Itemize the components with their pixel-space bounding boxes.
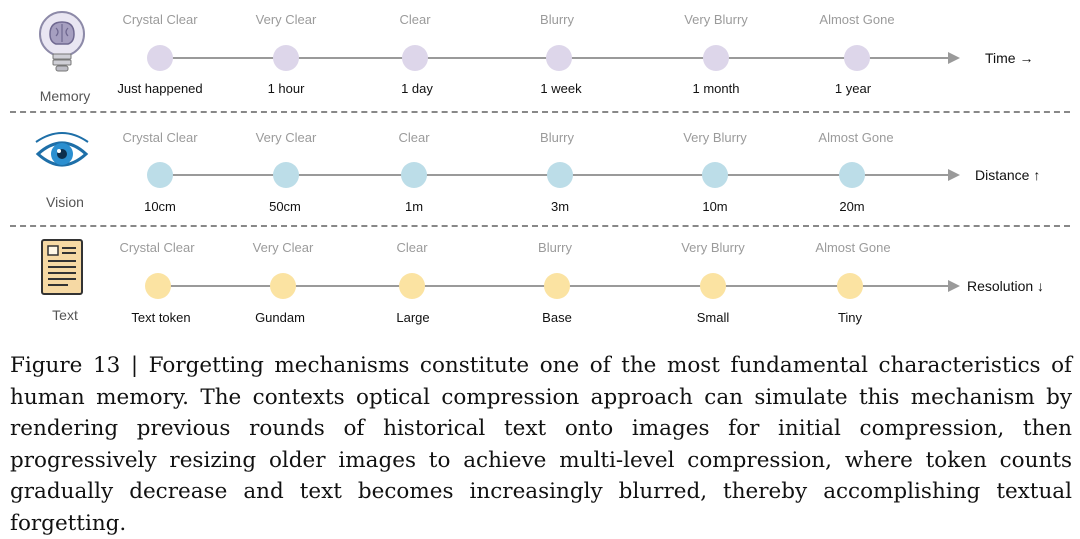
forgetting-figure: Memory Crystal Clear Very Clear Clear Bl… bbox=[0, 0, 1080, 338]
row-separator bbox=[10, 111, 1070, 113]
vision-dot bbox=[702, 162, 728, 188]
text-dot bbox=[270, 273, 296, 299]
vision-dot bbox=[839, 162, 865, 188]
stage-label: Blurry bbox=[540, 12, 574, 27]
memory-dot bbox=[273, 45, 299, 71]
stage-label: Crystal Clear bbox=[122, 12, 198, 27]
distance-axis-label: Distance ↑ bbox=[975, 167, 1041, 183]
memory-dot bbox=[703, 45, 729, 71]
stage-label: Almost Gone bbox=[819, 12, 895, 27]
stage-label: Almost Gone bbox=[818, 130, 894, 145]
text-dot bbox=[700, 273, 726, 299]
memory-dot bbox=[402, 45, 428, 71]
document-icon bbox=[40, 238, 84, 302]
text-tick: Base bbox=[542, 310, 572, 325]
memory-tick: 1 week bbox=[540, 81, 582, 96]
memory-tick: 1 day bbox=[401, 81, 433, 96]
stage-label: Clear bbox=[396, 240, 428, 255]
text-tick: Tiny bbox=[837, 310, 863, 325]
stage-label: Blurry bbox=[538, 240, 572, 255]
memory-tick: 1 month bbox=[692, 81, 740, 96]
stage-label: Very Blurry bbox=[684, 12, 748, 27]
vision-tick: 50cm bbox=[269, 199, 301, 214]
resolution-axis-label: Resolution ↓ bbox=[967, 278, 1045, 294]
stage-label: Clear bbox=[399, 12, 431, 27]
memory-tick: 1 hour bbox=[267, 81, 305, 96]
vision-tick: 10cm bbox=[144, 199, 176, 214]
vision-dot bbox=[547, 162, 573, 188]
vision-tick: 3m bbox=[550, 199, 570, 214]
stage-label: Very Blurry bbox=[683, 130, 747, 145]
vision-dot bbox=[401, 162, 427, 188]
vision-dot bbox=[147, 162, 173, 188]
vision-row: Vision Crystal Clear Very Clear Clear Bl… bbox=[0, 118, 1080, 228]
time-axis-arrow bbox=[948, 52, 960, 64]
text-dot bbox=[837, 273, 863, 299]
stage-label: Crystal Clear bbox=[119, 240, 195, 255]
memory-tick: 1 year bbox=[834, 81, 872, 96]
text-dot bbox=[399, 273, 425, 299]
text-tick: Large bbox=[396, 310, 430, 325]
text-dot bbox=[145, 273, 171, 299]
memory-tick: Just happened bbox=[117, 81, 203, 96]
brain-lightbulb-icon bbox=[34, 8, 90, 72]
figure-caption: Figure 13 | Forgetting mechanisms consti… bbox=[10, 353, 1072, 536]
text-dot bbox=[544, 273, 570, 299]
vision-tick: 20m bbox=[839, 199, 865, 214]
memory-row: Memory Crystal Clear Very Clear Clear Bl… bbox=[0, 0, 1080, 110]
stage-label: Blurry bbox=[540, 130, 574, 145]
memory-dot bbox=[844, 45, 870, 71]
text-label: Text bbox=[52, 307, 78, 323]
vision-tick: 10m bbox=[702, 199, 728, 214]
memory-label: Memory bbox=[39, 88, 91, 104]
time-axis-label: Time → bbox=[985, 50, 1034, 66]
stage-label: Very Clear bbox=[255, 130, 317, 145]
stage-label: Crystal Clear bbox=[122, 130, 198, 145]
memory-dot bbox=[546, 45, 572, 71]
stage-label: Almost Gone bbox=[815, 240, 891, 255]
vision-dot bbox=[273, 162, 299, 188]
text-tick: Gundam bbox=[255, 310, 305, 325]
row-separator bbox=[10, 225, 1070, 227]
text-tick: Text token bbox=[131, 310, 191, 325]
memory-dot bbox=[147, 45, 173, 71]
stage-label: Clear bbox=[398, 130, 430, 145]
text-tick: Small bbox=[696, 310, 730, 325]
stage-label: Very Clear bbox=[252, 240, 314, 255]
resolution-axis-arrow bbox=[948, 280, 960, 292]
vision-label: Vision bbox=[46, 194, 84, 210]
vision-tick: 1m bbox=[404, 199, 424, 214]
stage-label: Very Blurry bbox=[681, 240, 745, 255]
text-row: Text Crystal Clear Very Clear Clear Blur… bbox=[0, 228, 1080, 338]
stage-label: Very Clear bbox=[255, 12, 317, 27]
eye-icon bbox=[34, 130, 90, 194]
distance-axis-arrow bbox=[948, 169, 960, 181]
